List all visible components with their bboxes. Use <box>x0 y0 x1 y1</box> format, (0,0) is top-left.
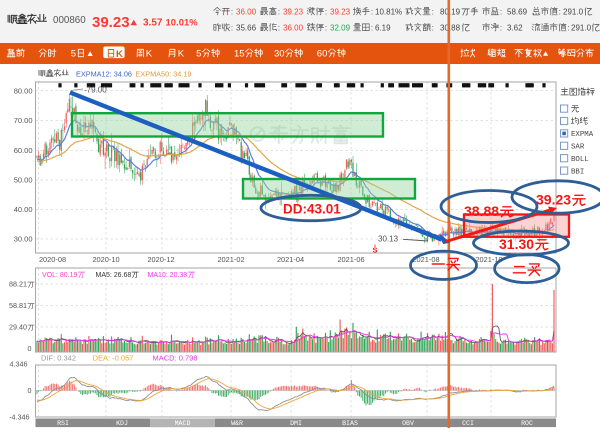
svg-text:2021-10: 2021-10 <box>475 255 502 264</box>
svg-text:39.23: 39.23 <box>92 14 130 31</box>
svg-text:80.19: 80.19 <box>440 8 461 17</box>
svg-text::: : <box>559 8 561 17</box>
svg-text::: : <box>371 8 373 17</box>
svg-text:000860: 000860 <box>53 15 86 26</box>
svg-text:5: 5 <box>196 48 201 59</box>
svg-text:RSI: RSI <box>57 420 69 427</box>
svg-text:88.21: 88.21 <box>9 280 27 289</box>
svg-text:36.00: 36.00 <box>283 24 304 33</box>
svg-text:EXPMA50: 34.19: EXPMA50: 34.19 <box>136 69 192 78</box>
svg-text::: : <box>325 24 327 33</box>
svg-text:2020-12: 2020-12 <box>147 255 174 264</box>
svg-text:50.00: 50.00 <box>14 176 33 185</box>
svg-text:10.01%: 10.01% <box>166 18 199 29</box>
svg-text:4.346: 4.346 <box>10 360 28 369</box>
svg-text:30.88: 30.88 <box>440 24 461 33</box>
svg-text:BOLL: BOLL <box>571 156 589 164</box>
svg-text:MA10: 20.38: MA10: 20.38 <box>148 272 188 279</box>
svg-text::: : <box>432 8 434 17</box>
svg-text:2021-02: 2021-02 <box>217 255 244 264</box>
svg-text:70.00: 70.00 <box>14 116 33 125</box>
svg-text:2021-08: 2021-08 <box>412 255 439 264</box>
svg-text:BIAS: BIAS <box>342 420 358 427</box>
svg-text:MACD: MACD <box>175 420 191 427</box>
svg-text:MA5: 26.68: MA5: 26.68 <box>96 272 132 279</box>
svg-text::: : <box>371 24 373 33</box>
svg-text:CCI: CCI <box>462 420 474 427</box>
svg-text:10.81%: 10.81% <box>375 8 402 17</box>
svg-text::: : <box>500 24 502 33</box>
svg-text:38.88: 38.88 <box>464 203 499 219</box>
svg-text:15: 15 <box>234 48 245 59</box>
svg-text:VOL: 80.19: VOL: 80.19 <box>42 272 78 279</box>
svg-text:35.66: 35.66 <box>236 24 257 33</box>
svg-text:58.69: 58.69 <box>507 8 528 17</box>
svg-text:-4.346: -4.346 <box>9 412 29 421</box>
svg-text:MACD: 0.798: MACD: 0.798 <box>153 354 198 363</box>
svg-text:-79.00: -79.00 <box>84 86 107 95</box>
svg-text::: : <box>500 8 502 17</box>
svg-text::: : <box>432 24 434 33</box>
svg-text:31.30: 31.30 <box>499 236 534 252</box>
svg-text:DEA: -0.057: DEA: -0.057 <box>93 354 134 363</box>
svg-text:ROC: ROC <box>521 420 533 427</box>
svg-text:291.0: 291.0 <box>563 8 584 17</box>
svg-text:2021-04: 2021-04 <box>277 255 304 264</box>
svg-text:2020-08: 2020-08 <box>39 255 66 264</box>
svg-text:DIF: 0.342: DIF: 0.342 <box>41 354 76 363</box>
svg-text:2020-10: 2020-10 <box>92 255 119 264</box>
svg-text::: : <box>231 8 233 17</box>
svg-text:W&R: W&R <box>231 420 243 427</box>
svg-text:39.23: 39.23 <box>536 192 571 208</box>
svg-text:S: S <box>373 246 378 255</box>
svg-text:2021-06: 2021-06 <box>337 255 364 264</box>
svg-text:39.23: 39.23 <box>283 8 304 17</box>
svg-text:5: 5 <box>71 48 76 59</box>
svg-text:58.81: 58.81 <box>9 301 27 310</box>
svg-text:39.23: 39.23 <box>330 8 351 17</box>
svg-text:OBV: OBV <box>402 420 414 427</box>
svg-text:36.00: 36.00 <box>236 8 257 17</box>
svg-text:EXPMA: EXPMA <box>571 131 594 139</box>
svg-text::: : <box>278 8 280 17</box>
svg-text::: : <box>231 24 233 33</box>
svg-text:60.00: 60.00 <box>14 146 33 155</box>
svg-text:0: 0 <box>28 344 32 353</box>
svg-text:BBI: BBI <box>571 168 584 176</box>
svg-text:K: K <box>146 48 153 59</box>
svg-text::: : <box>567 24 569 33</box>
svg-text:0: 0 <box>28 386 32 395</box>
svg-text:EXPMA12: 34.06: EXPMA12: 34.06 <box>76 69 132 78</box>
svg-text:40.00: 40.00 <box>14 205 33 214</box>
svg-text:29.40: 29.40 <box>9 323 27 332</box>
svg-text:80.00: 80.00 <box>14 86 33 95</box>
svg-text:3.62: 3.62 <box>507 24 523 33</box>
svg-text::: : <box>278 24 280 33</box>
svg-text:30: 30 <box>274 48 285 59</box>
svg-text:DMI: DMI <box>290 420 302 427</box>
svg-text:30.00: 30.00 <box>14 235 33 244</box>
svg-text:K: K <box>116 49 123 60</box>
svg-text:291.0: 291.0 <box>571 24 592 33</box>
svg-text:32.09: 32.09 <box>330 24 351 33</box>
svg-text:6.19: 6.19 <box>375 24 391 33</box>
svg-text:DD:43.01: DD:43.01 <box>283 202 341 217</box>
svg-text:3.57: 3.57 <box>143 18 163 29</box>
svg-text:KDJ: KDJ <box>116 420 128 427</box>
svg-text:60: 60 <box>317 48 328 59</box>
svg-text:K: K <box>178 48 185 59</box>
svg-text:30.13: 30.13 <box>378 235 399 244</box>
svg-text:SAR: SAR <box>571 144 585 152</box>
svg-text::: : <box>325 8 327 17</box>
